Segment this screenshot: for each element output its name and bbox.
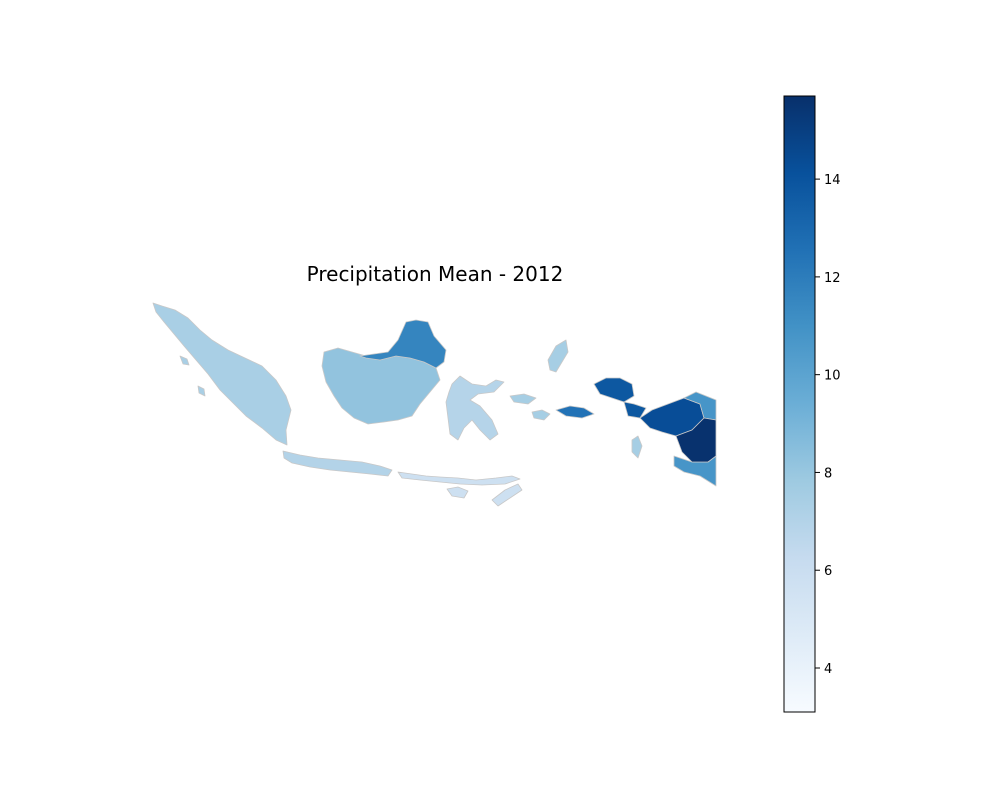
- region-papua-east: [683, 391, 717, 421]
- colorbar-tick-label: 4: [824, 662, 832, 677]
- region-maluku: [547, 339, 569, 373]
- region-sulawesi: [445, 375, 505, 441]
- region-kalimantan-north: [359, 319, 447, 369]
- region-seram: [555, 405, 595, 419]
- colorbar-tick-label: 10: [824, 369, 841, 384]
- region-java: [282, 450, 393, 477]
- region-papua-south: [675, 417, 717, 463]
- colorbar-tick-label: 12: [824, 271, 841, 286]
- colorbar-ticks: 4 6 8 10 12 14: [815, 173, 841, 677]
- region-maluku: [631, 435, 643, 459]
- region-lesser-sunda: [397, 471, 521, 486]
- region-maluku: [509, 393, 537, 405]
- region-lesser-sunda: [446, 486, 469, 499]
- region-sumatra: [152, 302, 292, 446]
- colorbar-tick-label: 8: [824, 466, 832, 481]
- region-lesser-sunda: [491, 483, 523, 507]
- region-sumatra: [197, 385, 206, 397]
- region-papua-west: [593, 377, 635, 403]
- colorbar-tick-label: 6: [824, 564, 832, 579]
- region-papua-west: [623, 401, 647, 419]
- colorbar: [783, 95, 816, 713]
- region-maluku: [531, 409, 551, 421]
- region-sumatra: [179, 355, 190, 366]
- map-title: Precipitation Mean - 2012: [307, 262, 564, 286]
- colorbar-tick-label: 14: [824, 173, 841, 188]
- indonesia-map: [152, 302, 717, 507]
